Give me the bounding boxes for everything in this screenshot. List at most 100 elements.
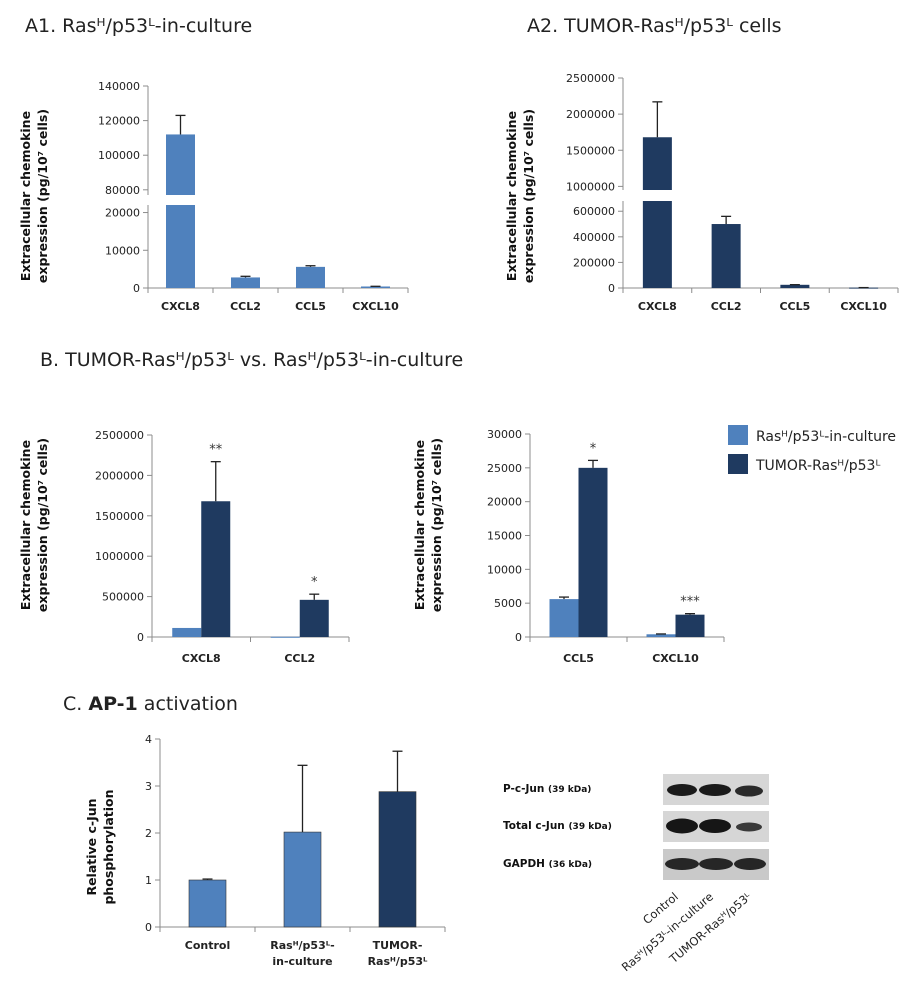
bar (549, 599, 579, 637)
y-tick-label: 2 (145, 827, 152, 840)
bar (642, 201, 672, 288)
category-label: CCL2 (230, 300, 261, 313)
y-tick-label: 1500000 (566, 144, 615, 157)
y-tick-label: 1000000 (566, 180, 615, 193)
panel-b-title: B. TUMOR-Rasᴴ/p53ᴸ vs. Rasᴴ/p53ᴸ-in-cult… (40, 349, 463, 371)
y-tick-label: 200000 (573, 256, 615, 269)
chart-b1: 0 500000 1000000 1500000 2000000 2500000 ** CXC… (95, 429, 350, 665)
blot-band (666, 818, 698, 834)
bar (166, 205, 195, 288)
category-label: Rasᴴ/p53ᴸ (368, 955, 428, 968)
y-tick-label: 20000 (487, 496, 522, 509)
bar (172, 627, 202, 637)
bar (361, 286, 390, 288)
b1-ylabel-line2: expression (pg/10⁷ cells) (35, 438, 50, 612)
y-tick-label: 1500000 (95, 510, 144, 523)
blot-row-label: GAPDH (36 kDa) (503, 858, 592, 870)
y-tick-label: 0 (608, 282, 615, 295)
category-label: CXCL10 (840, 300, 887, 313)
bar (166, 134, 195, 195)
a2-ylabel-line2: expression (pg/10⁷ cells) (521, 109, 536, 283)
blot-row-label: P-c-Jun (39 kDa) (503, 783, 591, 795)
y-tick-label: 1000000 (95, 550, 144, 563)
legend: Rasᴴ/p53ᴸ-in-culture TUMOR-Rasᴴ/p53ᴸ (728, 425, 896, 474)
legend-swatch-in-culture (728, 425, 748, 445)
category-label: CXCL8 (161, 300, 200, 313)
y-tick-label: 80000 (105, 184, 140, 197)
y-tick-label: 0 (515, 631, 522, 644)
category-label: Rasᴴ/p53ᴸ- (270, 939, 334, 952)
y-tick-label: 15000 (487, 530, 522, 543)
y-tick-label: 600000 (573, 205, 615, 218)
category-label: CXCL10 (652, 652, 699, 665)
blot-band (699, 819, 731, 833)
y-tick-label: 0 (145, 921, 152, 934)
y-tick-label: 1 (145, 874, 152, 887)
bar (188, 879, 227, 928)
category-label: CXCL8 (182, 652, 221, 665)
panel-c-title-suffix: activation (138, 693, 238, 715)
y-tick-label: 0 (133, 282, 140, 295)
blot-band (699, 784, 731, 796)
blot-band (667, 784, 697, 796)
chart-a1: 0 10000 20000 80000 100000 120000 140000 CXCL8 C… (98, 80, 409, 313)
y-tick-label: 2000000 (95, 469, 144, 482)
bar (642, 137, 672, 190)
panel-c-title-prefix: C. (63, 693, 88, 715)
b1-ylabel-line1: Extracellular chemokine (18, 440, 33, 610)
b2-ylabel: Extracellular chemokine expression (pg/1… (412, 438, 444, 612)
y-tick-label: 100000 (98, 149, 140, 162)
blot-band (699, 858, 733, 870)
legend-label-tumor: TUMOR-Rasᴴ/p53ᴸ (755, 458, 880, 474)
bar (646, 634, 676, 637)
bar (231, 277, 260, 288)
significance-label: ** (209, 443, 223, 458)
bar (296, 266, 325, 288)
category-label: CCL5 (779, 300, 810, 313)
blot-band (665, 858, 699, 870)
bar (270, 636, 300, 638)
c-ylabel-line1: Relative c-Jun (84, 798, 99, 895)
chart-c: 0 1 2 3 4 Control Rasᴴ/p53ᴸ-in-culture TUMOR- Ra… (145, 733, 446, 968)
chart-b2: 0 5000 10000 15000 20000 25000 30000 * CCL5 *** CX… (487, 428, 725, 665)
b2-ylabel-line1: Extracellular chemokine (412, 440, 427, 610)
y-tick-label: 3 (145, 780, 152, 793)
panel-c-title: C. AP-1 activation (63, 693, 238, 715)
y-tick-label: 25000 (487, 462, 522, 475)
y-tick-label: 30000 (487, 428, 522, 441)
b2-ylabel-line2: expression (pg/10⁷ cells) (429, 438, 444, 612)
a1-ylabel: Extracellular chemokine expression (pg/1… (18, 109, 50, 283)
y-tick-label: 2500000 (95, 429, 144, 442)
y-tick-label: 140000 (98, 80, 140, 93)
y-tick-label: 20000 (105, 207, 140, 220)
western-blot: P-c-Jun (39 kDa) Total c-Jun (39 kDa) GA… (503, 774, 769, 974)
bar (711, 224, 741, 288)
y-tick-label: 500000 (102, 591, 144, 604)
y-tick-label: 5000 (494, 597, 522, 610)
bar (578, 467, 608, 637)
b1-ylabel: Extracellular chemokine expression (pg/1… (18, 438, 50, 612)
blot-band (736, 822, 762, 832)
bar (283, 831, 322, 928)
bar (780, 284, 810, 288)
a1-ylabel-line2: expression (pg/10⁷ cells) (35, 109, 50, 283)
blot-band (734, 858, 766, 870)
y-tick-label: 2000000 (566, 108, 615, 121)
legend-swatch-tumor (728, 454, 748, 474)
category-label: CCL2 (711, 300, 742, 313)
c-ylabel: Relative c-Jun phosphorylation (84, 789, 116, 904)
y-tick-label: 120000 (98, 115, 140, 128)
c-ylabel-line2: phosphorylation (101, 789, 116, 904)
y-tick-label: 400000 (573, 231, 615, 244)
a2-ylabel: Extracellular chemokine expression (pg/1… (504, 109, 536, 283)
category-label: CCL5 (563, 652, 594, 665)
category-label: CXCL10 (352, 300, 399, 313)
blot-band (735, 785, 763, 797)
category-label: TUMOR- (373, 939, 423, 952)
bar (201, 501, 231, 637)
significance-label: *** (680, 595, 700, 610)
significance-label: * (590, 441, 597, 456)
a1-ylabel-line1: Extracellular chemokine (18, 111, 33, 281)
panel-c-title-bold: AP-1 (88, 693, 137, 715)
